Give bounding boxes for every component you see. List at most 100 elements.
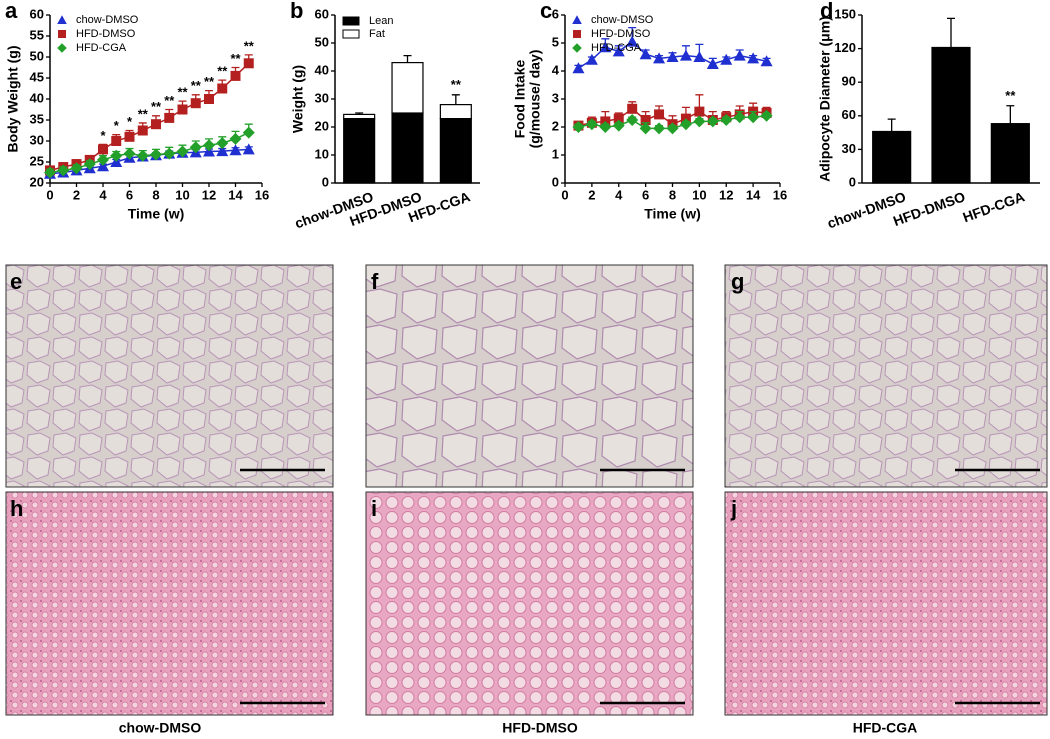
legend-label: Fat	[369, 28, 385, 40]
y-tick-label: 60	[30, 6, 44, 21]
legend-label: HFD-CGA	[591, 42, 642, 54]
marker	[573, 30, 581, 38]
significance: **	[151, 99, 162, 114]
marker	[44, 166, 56, 179]
group-label: HFD-DMSO	[502, 720, 578, 736]
marker	[585, 118, 598, 131]
bar	[439, 117, 472, 184]
x-tick-label: HFD-CGA	[960, 188, 1026, 225]
legend-label: HFD-CGA	[76, 42, 127, 54]
line	[49, 148, 249, 175]
significance: **	[217, 64, 228, 79]
x-tick-label: 4	[615, 187, 623, 202]
y-axis-label: Body Weight (g)	[5, 45, 21, 152]
bar	[872, 130, 912, 184]
marker	[150, 148, 162, 161]
y-tick-label: 25	[30, 153, 44, 168]
significance: **	[204, 74, 215, 89]
panel-letter: f	[371, 269, 379, 294]
y-tick-label: 5	[552, 34, 559, 49]
legend-swatch	[342, 16, 360, 26]
error-bar	[451, 94, 460, 105]
y-axis-label: (g/mouse/ day)	[527, 50, 543, 149]
y-tick-label: 0	[322, 174, 329, 189]
significance: **	[138, 106, 149, 121]
x-tick-label: 10	[692, 187, 706, 202]
significance: **	[191, 78, 202, 93]
significance: **	[1005, 88, 1016, 103]
y-tick-label: 35	[30, 111, 44, 126]
marker	[57, 43, 67, 53]
legend-label: chow-DMSO	[591, 14, 654, 26]
marker	[229, 132, 242, 145]
marker	[627, 103, 638, 114]
legend-label: HFD-DMSO	[76, 28, 136, 40]
marker	[653, 122, 666, 135]
y-tick-label: 0	[849, 174, 856, 189]
marker	[163, 147, 176, 160]
marker	[572, 15, 582, 24]
marker	[760, 55, 773, 67]
panel-letter: a	[5, 0, 18, 23]
marker	[599, 121, 612, 133]
image-f	[365, 264, 694, 488]
panel-letter: b	[290, 0, 303, 23]
y-tick-label: 10	[315, 146, 329, 161]
x-axis-label: Time (w)	[128, 206, 185, 222]
marker	[599, 41, 612, 53]
marker	[639, 122, 652, 135]
x-tick-label: 14	[228, 187, 243, 202]
marker	[572, 43, 582, 53]
marker	[585, 53, 598, 65]
y-tick-label: 150	[834, 6, 856, 21]
marker	[679, 49, 692, 61]
x-tick-label: 4	[99, 187, 107, 202]
marker	[216, 137, 229, 150]
marker	[217, 83, 228, 94]
marker	[151, 119, 161, 130]
image-g	[724, 264, 1048, 488]
marker	[666, 51, 679, 62]
marker	[136, 149, 149, 162]
marker	[706, 58, 719, 69]
marker	[97, 153, 109, 166]
y-tick-label: 20	[315, 118, 329, 133]
legend-label: chow-DMSO	[76, 14, 139, 26]
x-tick-label: 12	[719, 187, 733, 202]
marker	[242, 143, 255, 155]
y-axis-label: Weight (g)	[290, 65, 306, 133]
marker	[57, 15, 67, 24]
marker	[177, 104, 188, 115]
y-tick-label: 1	[552, 146, 559, 161]
marker	[572, 62, 585, 74]
y-tick-label: 30	[315, 90, 329, 105]
marker	[747, 52, 760, 64]
marker	[164, 112, 175, 123]
significance: *	[114, 118, 120, 133]
x-tick-label: 0	[46, 187, 53, 202]
marker	[694, 106, 705, 117]
marker	[243, 58, 254, 69]
marker	[57, 164, 70, 177]
x-tick-label: 10	[175, 187, 189, 202]
marker	[83, 158, 96, 171]
bar	[391, 61, 424, 114]
significance: **	[164, 93, 175, 108]
x-tick-label: 16	[773, 187, 787, 202]
y-axis-label: Food Intake	[512, 60, 528, 139]
y-tick-label: 30	[842, 141, 856, 156]
marker	[654, 109, 665, 120]
group-label: HFD-CGA	[853, 720, 918, 736]
marker	[653, 52, 666, 64]
y-tick-label: 2	[552, 118, 559, 133]
error-bar	[887, 118, 896, 132]
line	[49, 62, 250, 172]
x-tick-label: 0	[561, 187, 568, 202]
panel-letter: j	[730, 496, 737, 521]
image-e	[5, 264, 334, 488]
y-tick-label: 50	[315, 34, 329, 49]
legend-label: HFD-DMSO	[591, 28, 651, 40]
panel-letter: h	[10, 496, 23, 521]
error-bar	[403, 54, 412, 63]
group-label: chow-DMSO	[119, 720, 202, 736]
